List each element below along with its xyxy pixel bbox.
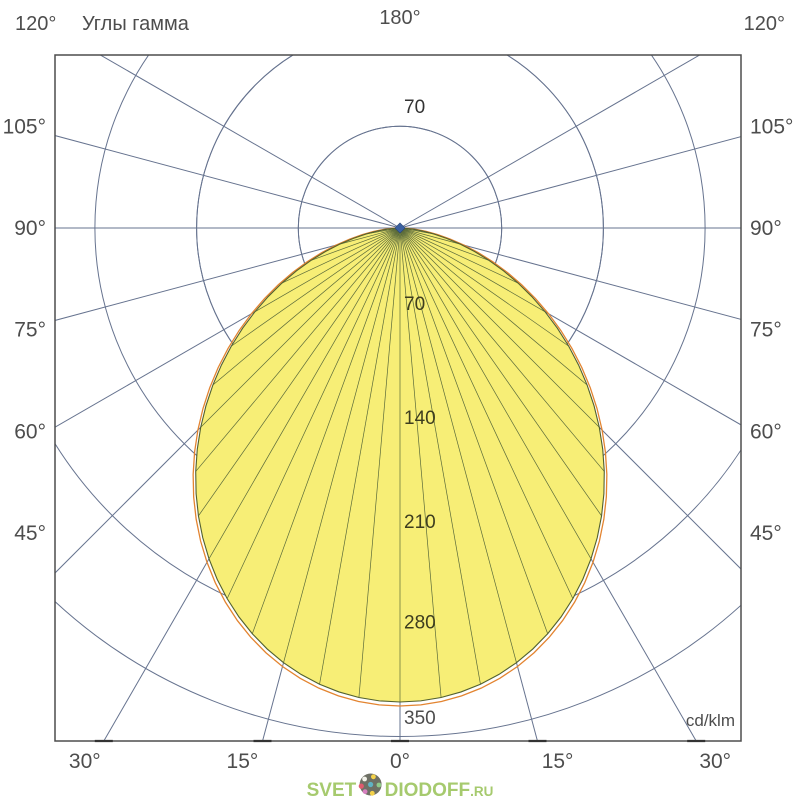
svg-text:45°: 45° bbox=[750, 522, 782, 545]
svg-text:120°: 120° bbox=[744, 13, 785, 35]
svg-text:105°: 105° bbox=[3, 115, 46, 138]
svg-text:70: 70 bbox=[404, 97, 425, 118]
svg-text:60°: 60° bbox=[14, 420, 46, 443]
svg-text:105°: 105° bbox=[750, 115, 793, 138]
svg-text:0°: 0° bbox=[390, 750, 410, 773]
svg-text:45°: 45° bbox=[14, 522, 46, 545]
svg-text:.RU: .RU bbox=[470, 784, 493, 799]
svg-text:15°: 15° bbox=[227, 750, 259, 773]
svg-text:75°: 75° bbox=[14, 319, 46, 342]
svg-text:120°: 120° bbox=[15, 13, 56, 35]
svg-text:cd/klm: cd/klm bbox=[686, 711, 735, 730]
svg-text:90°: 90° bbox=[750, 217, 782, 240]
svg-text:SVET: SVET bbox=[307, 780, 357, 800]
svg-text:Углы гамма: Углы гамма bbox=[82, 13, 190, 35]
svg-text:75°: 75° bbox=[750, 319, 782, 342]
svg-text:70: 70 bbox=[404, 294, 425, 315]
svg-text:90°: 90° bbox=[14, 217, 46, 240]
svg-text:210: 210 bbox=[404, 512, 436, 533]
svg-text:DIODOFF: DIODOFF bbox=[385, 780, 471, 800]
svg-text:30°: 30° bbox=[69, 750, 101, 773]
svg-text:280: 280 bbox=[404, 613, 436, 634]
svg-text:15°: 15° bbox=[542, 750, 574, 773]
svg-text:60°: 60° bbox=[750, 420, 782, 443]
svg-text:180°: 180° bbox=[379, 7, 420, 29]
svg-text:350: 350 bbox=[404, 708, 436, 729]
svg-text:30°: 30° bbox=[699, 750, 731, 773]
svg-text:140: 140 bbox=[404, 408, 436, 429]
